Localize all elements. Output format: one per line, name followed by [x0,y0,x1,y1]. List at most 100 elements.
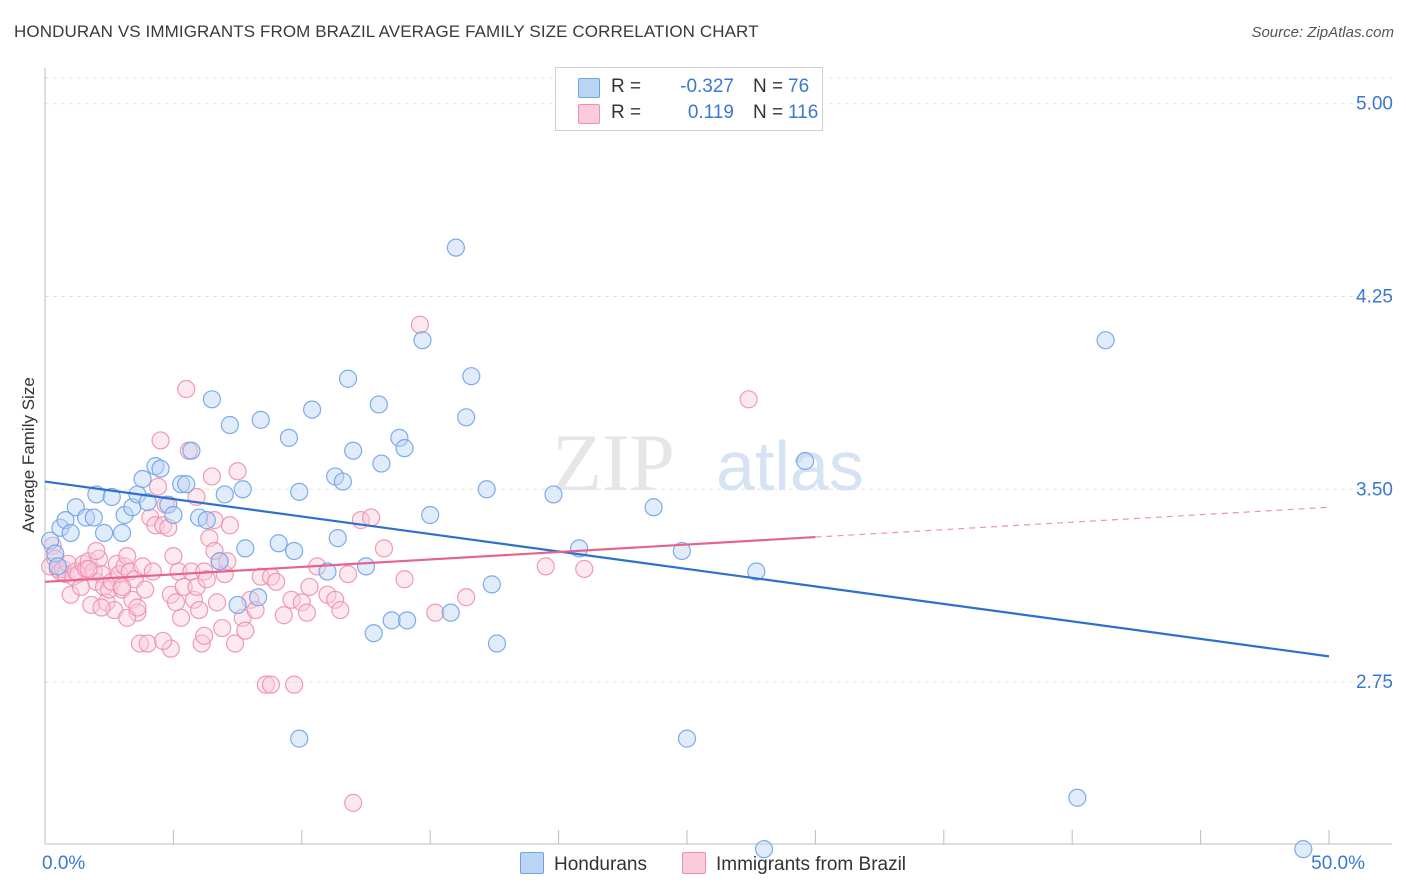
brazil-point [189,600,209,620]
brazil-point [79,559,98,579]
honduran-point [94,523,114,543]
brazil-point [118,547,137,566]
axis-layer: 2.75 3.50 4.25 5.00 0.0% 50.0% [42,68,1393,874]
brazil-point [218,552,237,571]
legend-n-value: 76 [788,76,810,97]
honduran-point [1294,840,1313,859]
brazil-point [61,585,80,604]
brazil-point [148,477,168,496]
honduran-point [302,400,322,419]
brazil-point [174,577,193,597]
watermark-atlas: atlas [716,427,864,505]
honduran-point [290,729,309,748]
brazil-point [71,577,91,597]
honduran-point [413,331,432,350]
honduran-point [1068,788,1087,807]
honduran-point [754,840,774,859]
honduran-point [284,541,304,561]
honduran-point [796,451,815,471]
brazil-point [161,639,180,658]
honduran-point [251,410,270,429]
honduran-point [356,557,376,576]
brazil-point [457,588,476,607]
correlation-legend: R = -0.327 N = 76 R = 0.119 N = 116 [555,67,823,131]
brazil-point [426,603,445,622]
watermark-zip: ZIP [552,417,675,508]
brazil-point [220,516,239,535]
brazil-point [213,618,232,638]
legend-r-value: 0.119 [687,102,734,123]
brazil-point [195,626,214,645]
brazil-point [143,562,162,581]
bottom-legend-brazil: Immigrants from Brazil [682,852,906,876]
legend-r-label: R = [611,102,642,123]
legend-r-value: -0.327 [680,76,734,97]
legend-swatch-brazil [578,104,600,124]
brazil-point [274,606,293,625]
brazil-point [202,467,222,486]
brazil-point [115,557,134,576]
honduran-point [372,454,391,473]
honduran-point [233,480,252,499]
honduran-point [48,557,67,576]
brazil-point [151,431,170,450]
y-tick-label: 5.00 [1356,94,1393,115]
honduran-point [164,505,183,525]
source-label: Source: ZipAtlas.com [1251,24,1394,41]
chart-title: HONDURAN VS IMMIGRANTS FROM BRAZIL AVERA… [14,22,759,41]
honduran-point [462,367,481,386]
honduran-point [318,562,337,581]
honduran-point [677,729,697,748]
honduran-point [197,511,216,530]
brazil-point [166,593,186,612]
honduran-point [290,482,309,501]
honduran-point [269,534,288,553]
brazil-point [187,577,206,597]
brazil-point [128,598,147,617]
brazil-point [410,315,430,334]
honduran-point [210,552,229,571]
brazil-point [225,634,245,653]
brazil-point [326,590,345,609]
brazil-point [128,603,147,622]
honduran-point [672,541,691,561]
brazil-point [164,547,183,566]
brazil-point [207,593,227,612]
brazil-point [112,577,132,597]
brazil-point [228,462,247,481]
honduran-point [1096,331,1115,350]
brazil-point [154,631,173,651]
honduran-point [397,611,417,630]
y-axis-label: Average Family Size [19,377,38,533]
honduran-point [76,508,96,527]
honduran-point [172,475,191,494]
honduran-point [249,588,268,607]
legend-n-label: N = [753,76,784,97]
honduran-point [279,428,299,447]
brazil-point [362,508,381,527]
brazil-point [197,570,216,589]
brazil-point [205,541,224,561]
brazil-point [87,541,106,561]
brazil-point [138,634,157,653]
honduran-point [395,439,414,458]
honduran-point [112,523,132,543]
honduran-point [421,505,440,525]
legend-n-label: N = [753,102,784,123]
trend-line-brazil-extrapolated [815,506,1330,538]
bottom-legend-swatch-hondurans [520,852,544,874]
honduran-point [487,634,507,653]
honduran-point [644,498,663,517]
brazil-point [300,577,319,597]
legend-swatch-hondurans [578,78,600,98]
honduran-point [146,457,165,476]
honduran-point [102,487,121,507]
brazil-point [297,603,317,622]
brazil-point [172,608,191,627]
honduran-point [133,469,152,489]
y-tick-label: 4.25 [1356,286,1393,307]
honduran-point [228,595,247,615]
honduran-point [177,475,196,494]
brazil-point [331,600,350,620]
